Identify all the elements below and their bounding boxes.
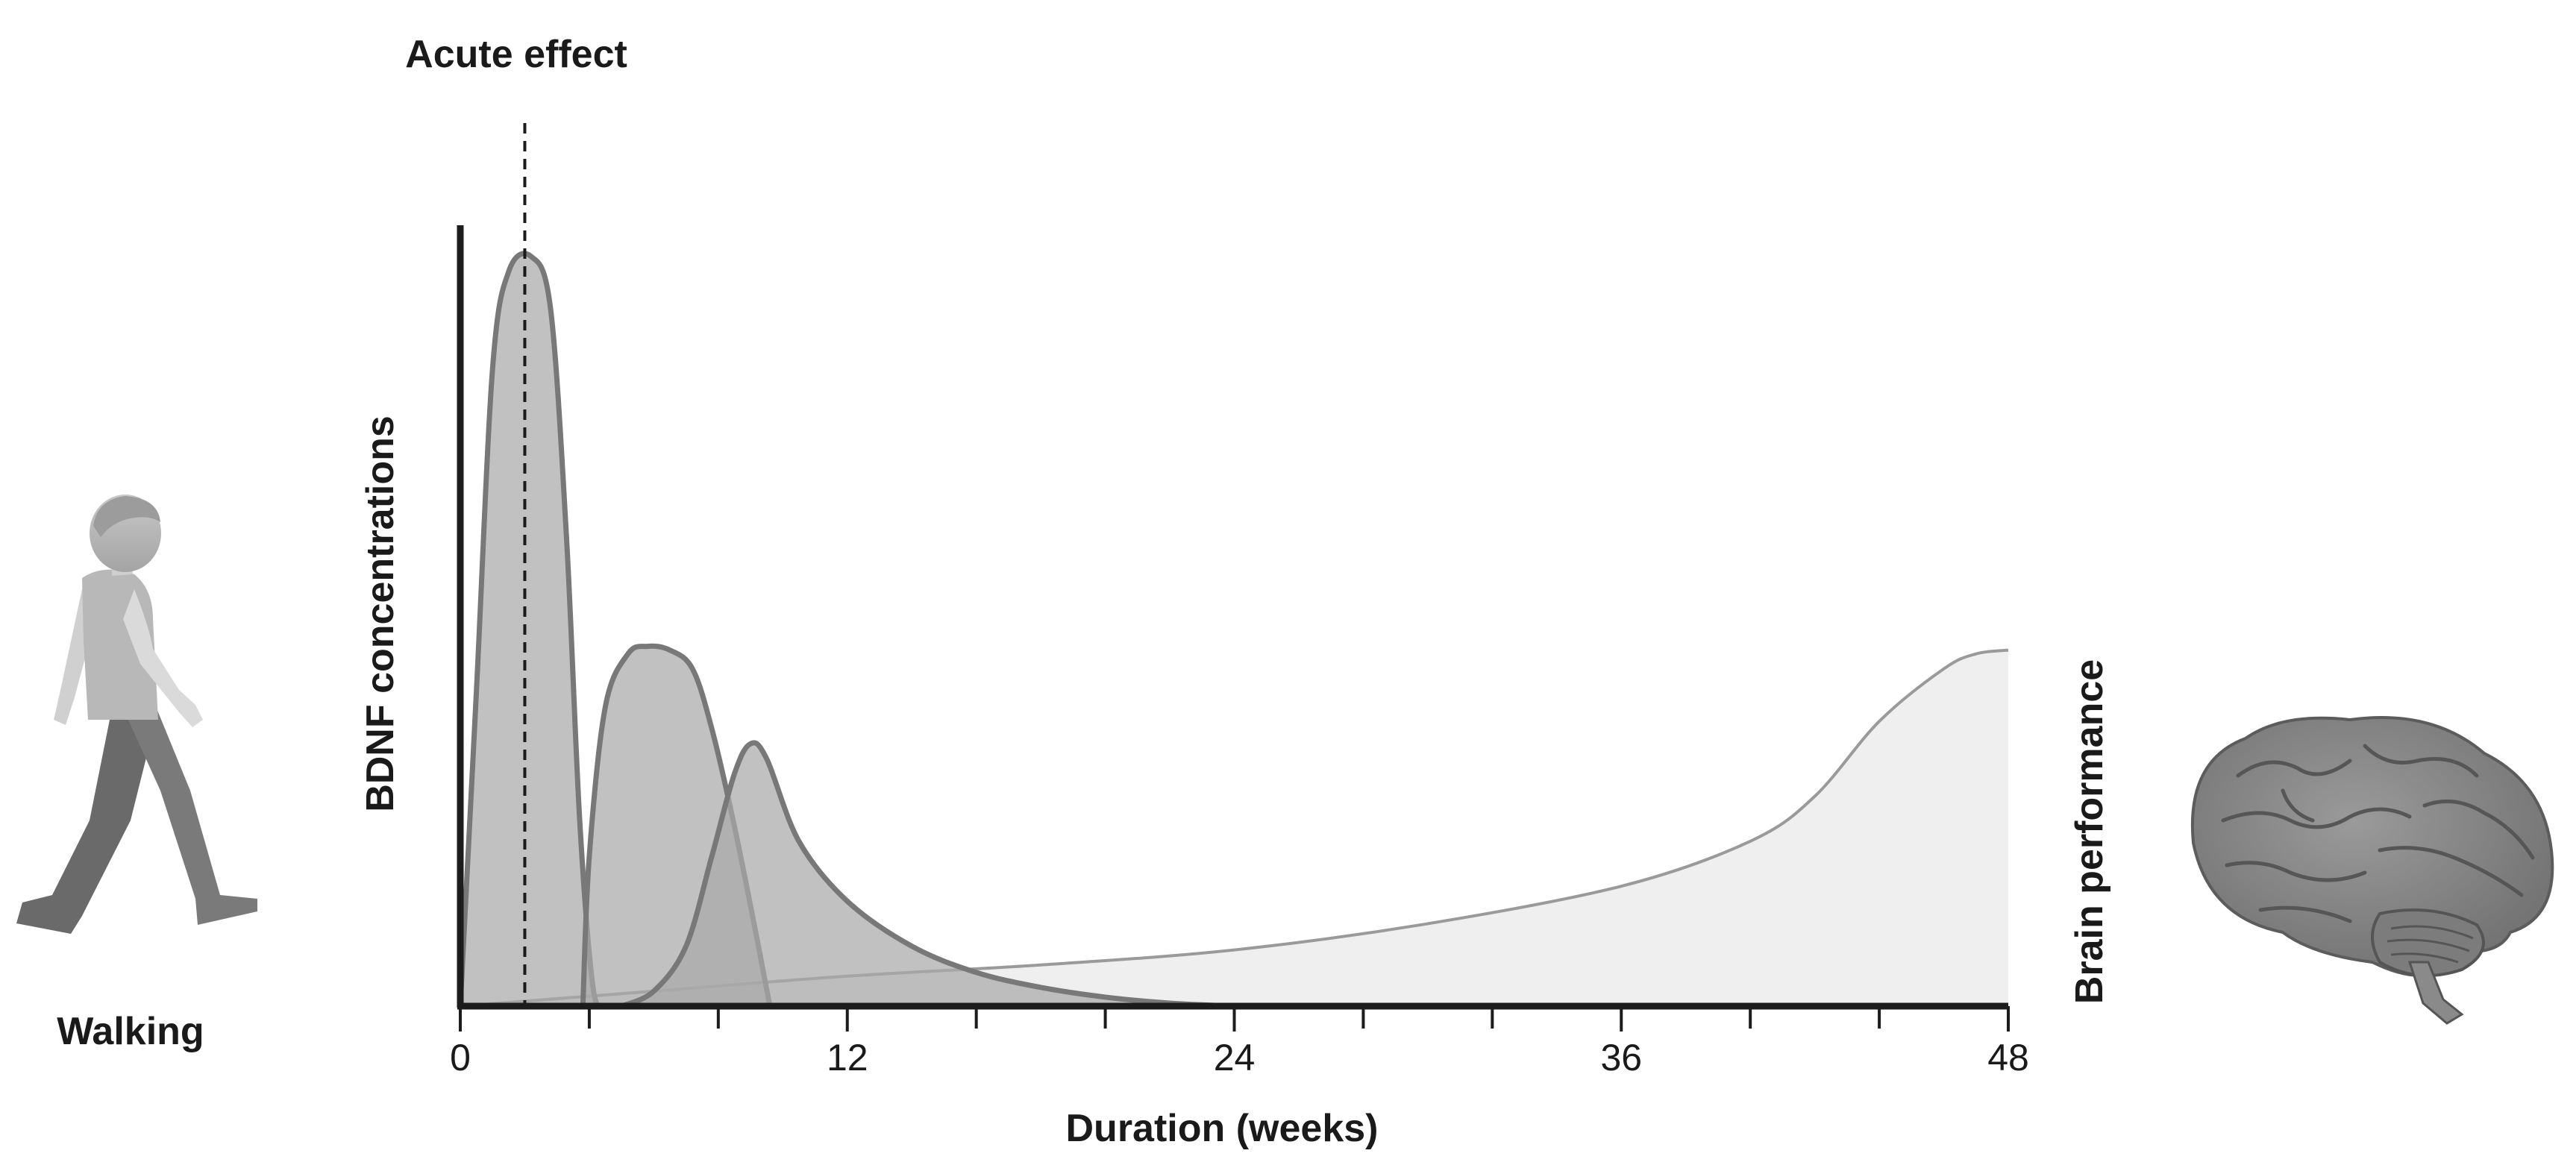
x-tick-label-48: 48 <box>1987 1037 2029 1078</box>
x-axis-label: Duration (weeks) <box>1066 1107 1379 1150</box>
series-area-third-peak <box>621 742 1235 1006</box>
x-tick-label-24: 24 <box>1214 1037 1256 1078</box>
series-area-acute-peak <box>460 253 603 1006</box>
acute-effect-label: Acute effect <box>405 33 627 76</box>
series-area-brain-performance <box>460 650 2008 1006</box>
series-layer <box>457 251 2009 1009</box>
series-line-third-peak <box>620 740 1235 1009</box>
x-tick-label-36: 36 <box>1600 1037 1642 1078</box>
brain-performance-label: Brain performance <box>2068 659 2111 1004</box>
axes: 0 12 24 36 48 <box>450 225 2029 1078</box>
brain-icon <box>2190 716 2554 1025</box>
y-axis-label: BDNF concentrations <box>359 415 402 812</box>
walking-person-icon <box>16 494 257 934</box>
walking-label: Walking <box>57 1010 204 1053</box>
x-tick-label-0: 0 <box>450 1037 471 1078</box>
series-line-acute-peak <box>457 251 605 1008</box>
x-tick-label-12: 12 <box>827 1037 868 1078</box>
